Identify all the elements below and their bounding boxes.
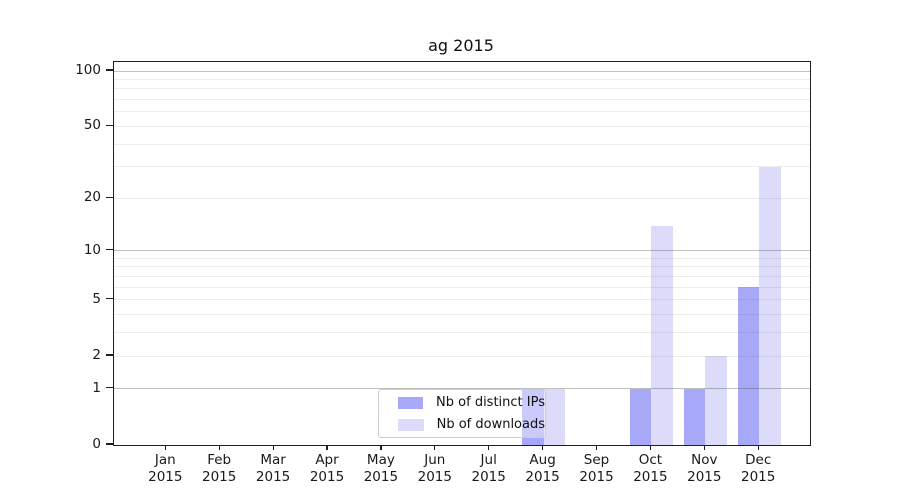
y-tick-label: 2 [92,346,101,363]
x-tick-month: Sep [583,452,610,468]
x-tick-mark [542,445,544,451]
y-tick-label: 0 [92,436,101,452]
bar-distinct-ips [737,287,760,445]
x-tick-month: Apr [315,452,339,468]
x-tick-label: Apr 2015 [310,452,344,486]
x-tick-year: 2015 [148,469,183,485]
x-tick-label: Sep 2015 [579,452,613,486]
x-tick-month: Mar [260,452,286,468]
legend-label-downloads: Nb of downloads [436,417,545,432]
x-tick-mark [272,445,274,451]
legend: Nb of distinct IPs Nb of downloads [378,389,546,438]
x-tick-year: 2015 [633,469,668,485]
y-tick-mark [106,387,113,389]
x-tick-month: Feb [207,452,232,468]
x-tick-mark [326,445,328,451]
x-tick-label: May 2015 [364,452,398,486]
x-tick-label: Feb 2015 [202,452,236,486]
y-tick-label: 50 [83,117,101,134]
y-tick-label: 100 [75,61,101,78]
x-tick-year: 2015 [309,469,345,485]
bars-layer [114,62,810,445]
y-tick-mark [106,69,113,71]
x-tick-year: 2015 [741,469,776,485]
chart-title: ag 2015 [428,36,494,55]
bar-distinct-ips [522,388,544,445]
x-tick-mark [218,445,220,451]
x-tick-year: 2015 [525,469,560,485]
bar-downloads [543,388,566,445]
x-tick-mark [164,445,166,451]
x-tick-mark [595,445,598,451]
x-tick-label: Nov 2015 [687,452,721,486]
x-tick-label: Jan 2015 [148,452,182,486]
x-tick-month: Jun [424,452,446,468]
x-tick-year: 2015 [417,469,452,485]
x-tick-label: Dec 2015 [741,452,775,486]
x-tick-mark [434,445,436,451]
y-tick-mark [106,298,113,300]
x-tick-year: 2015 [363,469,399,485]
x-tick-year: 2015 [202,469,237,485]
x-tick-month: May [366,452,395,468]
x-tick-month: Nov [691,452,718,468]
x-tick-year: 2015 [471,469,506,485]
bar-downloads [759,166,781,445]
x-tick-label: Jul 2015 [472,452,506,486]
x-tick-mark [757,445,759,451]
legend-label-distinct-ips: Nb of distinct IPs [436,395,545,410]
y-tick-mark [106,196,113,198]
x-tick-month: Jan [154,452,176,468]
y-tick-label: 5 [92,290,101,307]
x-tick-mark [380,445,382,451]
y-tick-mark [106,443,113,445]
legend-row-distinct-ips: Nb of distinct IPs [398,394,545,411]
legend-swatch-distinct-ips [398,396,424,409]
x-tick-month: Jul [480,452,497,468]
legend-row-downloads: Nb of downloads [398,416,545,433]
x-tick-label: Mar 2015 [256,452,290,486]
x-tick-year: 2015 [255,469,291,485]
bar-distinct-ips [629,388,652,445]
x-tick-mark [649,445,652,451]
x-tick-year: 2015 [579,469,614,485]
x-tick-month: Dec [745,452,772,468]
bar-distinct-ips [683,388,706,445]
bar-downloads [705,356,727,445]
x-tick-label: Aug 2015 [525,452,559,486]
x-tick-month: Oct [638,452,663,468]
y-tick-label: 1 [92,379,101,396]
x-tick-label: Jun 2015 [418,452,452,486]
x-tick-year: 2015 [687,469,722,485]
y-tick-label: 20 [83,189,101,206]
x-tick-label: Oct 2015 [633,452,667,486]
x-tick-mark [703,445,705,451]
y-tick-mark [106,124,113,126]
y-tick-mark [106,354,113,356]
legend-swatch-downloads [398,418,424,431]
bar-downloads [651,225,673,445]
y-tick-mark [106,249,113,251]
x-tick-mark [488,445,490,451]
y-tick-label: 10 [83,241,101,258]
x-tick-month: Aug [529,452,556,468]
